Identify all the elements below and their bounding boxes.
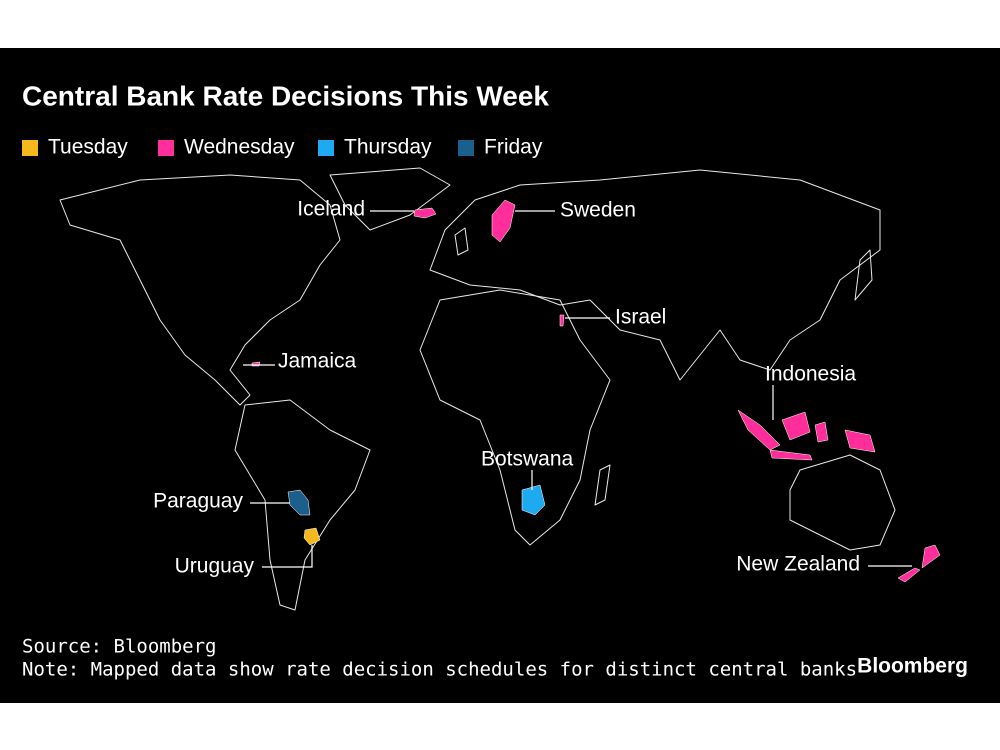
north-america xyxy=(59,174,341,406)
country-label: Uruguay xyxy=(175,555,255,578)
south-america xyxy=(234,399,371,611)
country-label: Iceland xyxy=(297,198,365,221)
country-shape xyxy=(413,207,437,219)
legend-swatch xyxy=(158,140,174,156)
country-label: Jamaica xyxy=(278,350,357,373)
uk xyxy=(454,227,469,256)
africa xyxy=(419,289,611,546)
legend-label: Tuesday xyxy=(48,136,128,159)
legend-swatch xyxy=(22,140,38,156)
legend-label: Friday xyxy=(484,136,543,159)
country-shape xyxy=(559,314,565,327)
eurasia xyxy=(429,169,881,381)
country-label: Sweden xyxy=(560,199,636,222)
country-shape xyxy=(491,199,516,243)
legend-label: Wednesday xyxy=(184,136,295,159)
leader-line xyxy=(262,545,313,568)
japan xyxy=(854,249,873,301)
legend-swatch xyxy=(458,140,474,156)
country-label: New Zealand xyxy=(736,553,860,576)
country-shape xyxy=(521,484,546,516)
country-label: Paraguay xyxy=(153,490,243,513)
note: Note: Mapped data show rate decision sch… xyxy=(22,659,857,681)
source: Source: Bloomberg xyxy=(22,636,216,658)
madagascar xyxy=(594,464,611,506)
country-shape xyxy=(287,489,311,516)
legend-label: Thursday xyxy=(344,136,432,159)
legend-swatch xyxy=(318,140,334,156)
greenland xyxy=(329,167,451,231)
country-label: Indonesia xyxy=(765,363,856,386)
country-label: Botswana xyxy=(481,448,574,471)
australia xyxy=(789,454,896,551)
title: Central Bank Rate Decisions This Week xyxy=(22,80,549,111)
country-label: Israel xyxy=(615,306,666,329)
country-shape xyxy=(897,544,941,583)
brand: Bloomberg xyxy=(857,655,968,678)
world-outline xyxy=(59,167,896,611)
panel xyxy=(0,48,1000,703)
country-shape xyxy=(737,409,876,461)
country-shape xyxy=(303,527,321,546)
